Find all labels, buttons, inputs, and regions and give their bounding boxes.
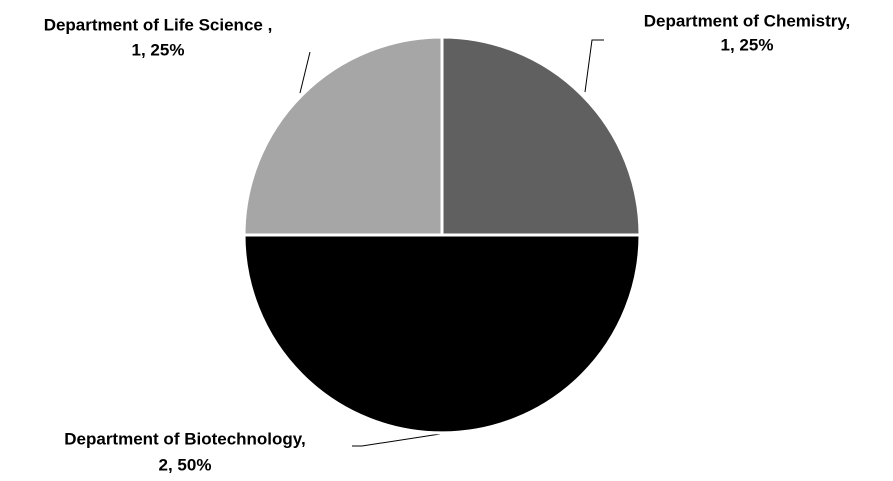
pie-slice — [242, 233, 642, 435]
leader-line — [299, 51, 311, 94]
data-label-value: 1, 25% — [721, 35, 774, 54]
leader-line — [352, 433, 441, 447]
pie-slice — [242, 35, 444, 237]
data-label-value: 1, 25% — [132, 40, 185, 59]
data-label-name: Department of Life Science , — [44, 15, 273, 34]
leader-line — [584, 39, 604, 93]
pie-slice — [440, 35, 642, 237]
data-label-name: Department of Biotechnology, — [64, 429, 305, 448]
data-label-value: 2, 50% — [159, 455, 212, 474]
data-label-name: Department of Chemistry, — [644, 11, 851, 30]
